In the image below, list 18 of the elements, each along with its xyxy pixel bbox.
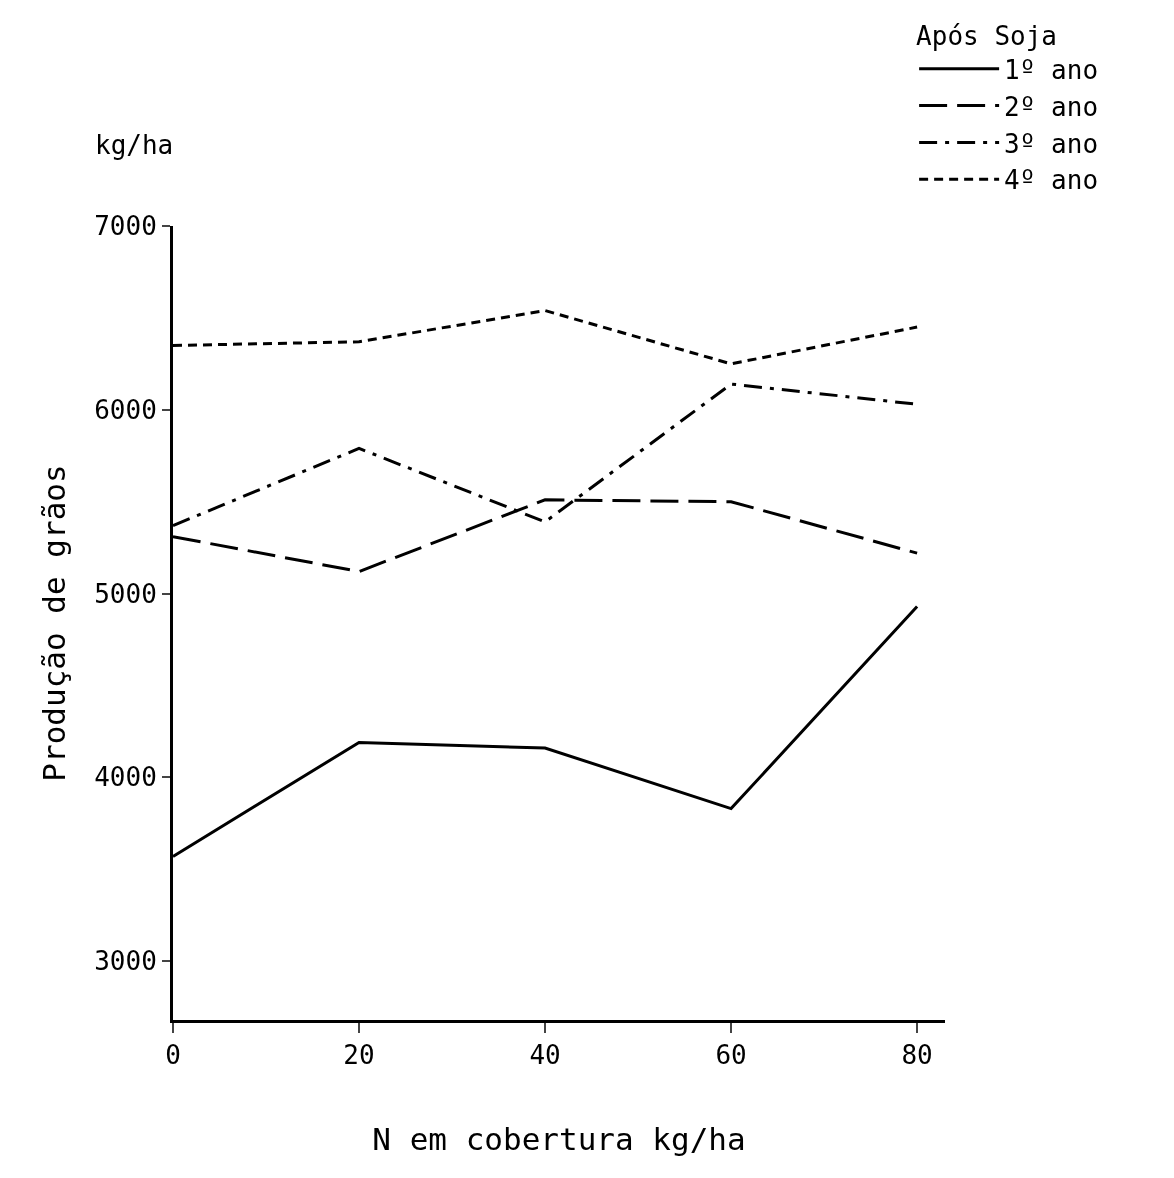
text: kg/ha — [95, 130, 174, 160]
y-tick-label: 4000 — [94, 762, 157, 793]
y-tick-label: 3000 — [94, 946, 157, 977]
legend-label: 1º ano — [1004, 54, 1099, 85]
legend-title: Após Soja — [916, 21, 1058, 52]
x-tick-label: 0 — [165, 1040, 181, 1071]
legend-label: 2º ano — [1004, 91, 1099, 122]
y-tick-label: 7000 — [94, 211, 157, 242]
x-axis-title: N em cobertura kg/ha — [372, 1121, 746, 1158]
legend-label: 3º ano — [1004, 128, 1099, 159]
y-tick-label: 6000 — [94, 394, 157, 425]
x-tick-label: 80 — [901, 1040, 933, 1071]
legend-label: 4º ano — [1004, 165, 1099, 196]
y-tick-label: 5000 — [94, 578, 157, 609]
y-axis-title: Produção de grãos — [35, 464, 72, 782]
x-tick-label: 60 — [715, 1040, 747, 1071]
x-tick-label: 20 — [343, 1040, 375, 1071]
x-tick-label: 40 — [529, 1040, 561, 1071]
